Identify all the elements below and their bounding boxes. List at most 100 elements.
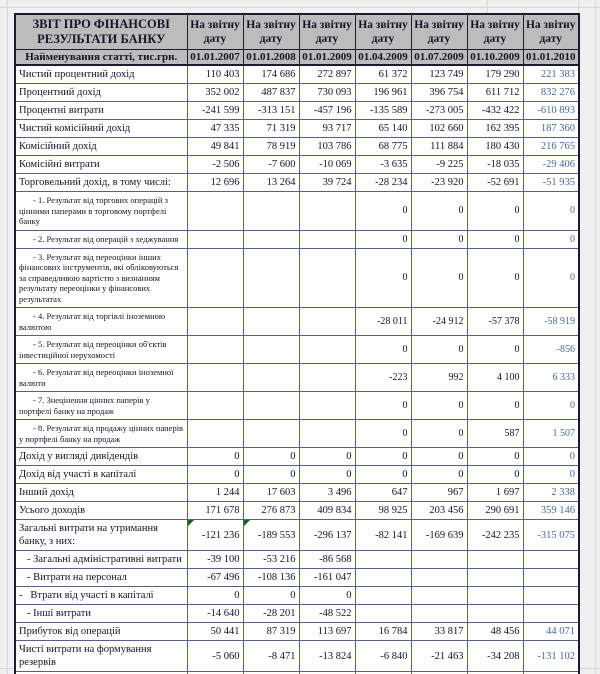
table-row: Дохід у вигляді дивідендів 0 0 0 0 0 0 0: [14, 447, 580, 466]
table-row: - Загальні адміністративні витрати -39 10…: [14, 550, 580, 569]
value-cell: 71 319: [242, 119, 300, 138]
value-cell: -23 920: [410, 173, 468, 192]
value-cell: -241 599: [186, 101, 244, 120]
value-cell: [522, 586, 580, 605]
table-row: Усього доходів 171 678 276 873 409 834 98 92…: [14, 501, 580, 520]
report-date-header: 01.04.2009: [354, 49, 412, 66]
value-cell: 12 696: [186, 173, 244, 192]
value-cell: [466, 586, 524, 605]
value-cell: 49 841: [186, 137, 244, 156]
value-cell: -8 471: [242, 640, 300, 672]
value-cell: [298, 419, 356, 448]
value-cell: [466, 604, 524, 623]
value-cell: 0: [522, 391, 580, 420]
value-cell: 0: [522, 247, 580, 308]
value-cell: [354, 568, 412, 587]
value-cell: 0: [522, 229, 580, 249]
value-cell: [242, 419, 300, 448]
value-cell: 16 784: [354, 622, 412, 641]
table-row: - 5. Результат від переоцінки об'єктів і…: [14, 335, 580, 364]
row-label: Усього доходів: [14, 501, 188, 520]
value-cell: [186, 335, 244, 364]
name-column-header: Найменування статті, тис.грн.: [14, 49, 188, 66]
value-cell: 832 276: [522, 83, 580, 102]
value-cell: 221 383: [522, 64, 580, 84]
value-cell: -2 506: [186, 155, 244, 174]
value-cell: -296 137: [298, 519, 356, 551]
value-cell: -34 208: [466, 640, 524, 672]
row-label: Комісійні витрати: [14, 155, 188, 174]
value-cell: 48 456: [466, 622, 524, 641]
value-cell: -58 919: [522, 307, 580, 336]
value-cell: [242, 363, 300, 392]
value-cell: -13 824: [298, 640, 356, 672]
value-cell: 396 754: [410, 83, 468, 102]
period-column-header: На звітну дату: [354, 13, 412, 50]
value-cell: 587: [466, 419, 524, 448]
value-cell: -21 463: [410, 640, 468, 672]
period-column-header: На звітну дату: [298, 13, 356, 50]
value-cell: 196 961: [354, 83, 412, 102]
row-label: - 8. Результат від продажу цінних папері…: [14, 419, 188, 448]
value-cell: 68 775: [354, 137, 412, 156]
table-row: Чисті витрати на формування резервів -5 0…: [14, 640, 580, 672]
row-label: - 1. Результат від торгових операцій з ц…: [14, 191, 188, 231]
value-cell: 0: [466, 447, 524, 466]
value-cell: -108 136: [242, 568, 300, 587]
value-cell: [354, 586, 412, 605]
value-cell: [242, 307, 300, 336]
row-label: - Інші витрати: [14, 604, 188, 623]
report-date-header: 01.01.2010: [522, 49, 580, 66]
value-cell: [354, 604, 412, 623]
value-cell: 967: [410, 483, 468, 502]
value-cell: -457 196: [298, 101, 356, 120]
table-row: Процентні витрати -241 599 -313 151 -457 19…: [14, 101, 580, 120]
table-row: - 2. Результат від операцій з хеджування…: [14, 229, 580, 249]
value-cell: 0: [410, 391, 468, 420]
value-cell: -57 378: [466, 307, 524, 336]
value-cell: -856: [522, 335, 580, 364]
table-row: Чистий комісійний дохід 47 335 71 319 93 71…: [14, 119, 580, 138]
value-cell: [242, 335, 300, 364]
value-cell: 992: [410, 363, 468, 392]
value-cell: 352 002: [186, 83, 244, 102]
value-cell: 123 749: [410, 64, 468, 84]
value-cell: 103 786: [298, 137, 356, 156]
value-cell: 647: [354, 483, 412, 502]
row-label: - 7. Знецінення цінних паперів у портфел…: [14, 391, 188, 420]
table-row: Загальні витрати на утримання банку, з н…: [14, 519, 580, 551]
table-row: - 7. Знецінення цінних паперів у портфел…: [14, 391, 580, 420]
value-cell: 4 100: [466, 363, 524, 392]
value-cell: 1 697: [466, 483, 524, 502]
report-date-header: 01.07.2009: [410, 49, 468, 66]
value-cell: 216 765: [522, 137, 580, 156]
value-cell: -9 225: [410, 155, 468, 174]
row-label: - Загальні адміністративні витрати: [14, 550, 188, 569]
row-label: - 3. Результат від переоцінки інших фіна…: [14, 247, 188, 308]
value-cell: -5 060: [186, 640, 244, 672]
report-title: ЗВІТ ПРО ФІНАНСОВІ РЕЗУЛЬТАТИ БАНКУ: [14, 13, 188, 50]
value-cell: 0: [410, 247, 468, 308]
table-row: - 4. Результат від торгівлі іноземною ва…: [14, 307, 580, 336]
value-cell: 50 441: [186, 622, 244, 641]
row-label: - 2. Результат від операцій з хеджування: [14, 229, 188, 249]
report-date-header: 01.01.2007: [186, 49, 244, 66]
value-cell: 0: [354, 465, 412, 484]
row-label: Чистий процентний дохід: [14, 64, 188, 84]
value-cell: [298, 391, 356, 420]
value-cell: 33 817: [410, 622, 468, 641]
value-cell: 276 873: [242, 501, 300, 520]
value-cell: 0: [522, 191, 580, 231]
value-cell: 113 697: [298, 622, 356, 641]
value-cell: [242, 247, 300, 308]
value-cell: -48 522: [298, 604, 356, 623]
value-cell: -51 935: [522, 173, 580, 192]
table-row: - 6. Результат від переоцінки іноземної …: [14, 363, 580, 392]
value-cell: 162 395: [466, 119, 524, 138]
table-row: Прибуток до оподаткування45 38178 84899 …: [14, 671, 580, 674]
value-cell: 87 319: [242, 622, 300, 641]
value-cell: 359 146: [522, 501, 580, 520]
value-cell: [186, 363, 244, 392]
period-column-header: На звітну дату: [410, 13, 468, 50]
row-label: - Втрати від участі в капіталі: [14, 586, 188, 605]
